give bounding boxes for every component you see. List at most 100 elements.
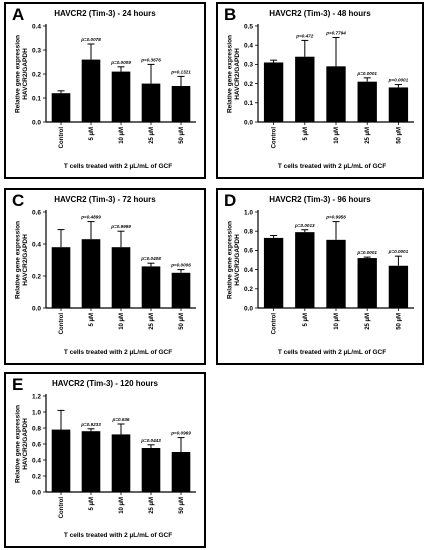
bar [263,62,284,122]
x-tick-label: 5 µM [303,127,309,140]
p-value-label: p=0.3676 [140,57,161,62]
x-axis-label: T cells treated with 2 µL/mL of GCF [63,349,173,356]
y-axis-label: Relative gene expressionHAVCR2/GAPDH [226,35,240,113]
y-tick-label: 0.0 [244,305,253,312]
bar [51,93,71,122]
bar [141,83,161,122]
x-tick-label: Control [272,313,278,335]
bar [111,434,131,492]
panel-e: E HAVCR2 (Tim-3) - 120 hours Relative ge… [4,372,206,548]
y-axis-label: Relative gene expressionHAVCR2/GAPDH [14,221,28,299]
bar [388,265,409,308]
panel-letter: C [12,191,25,210]
panel-letter: A [12,5,25,24]
y-tick-label: 0.2 [244,81,253,88]
y-tick-label: 0.0 [32,489,41,496]
p-value-label: p=0.0408 [140,256,161,261]
p-value-label: p=0.0001 [388,78,409,83]
bar [51,247,71,308]
bar-chart: Relative gene expressionHAVCR2/GAPDH 0.0 0… [226,23,414,149]
bar [357,258,377,308]
panel-title: HAVCR2 (Tim-3) - 24 hours [54,9,156,18]
x-tick-label: 5 µM [303,313,309,326]
p-value-label: p=0.9233 [80,422,101,427]
y-tick-label: 0.4 [32,457,41,464]
y-tick-label: 0.2 [32,473,41,480]
x-tick-label: 25 µM [149,313,155,330]
bar-chart: Relative gene expressionHAVCR2/GAPDH 0.0 0… [14,393,196,519]
p-value-label: p=0.0969 [170,431,191,436]
bar [326,66,346,122]
bar-chart: Relative gene expressionHAVCR2/GAPDH 0.0 0… [14,209,196,335]
x-tick-label: 25 µM [149,127,155,144]
x-tick-label: Control [59,127,65,149]
panel-letter: B [224,5,237,24]
x-tick-label: 5 µM [89,497,95,510]
y-tick-label: 1.0 [244,209,253,216]
y-tick-label: 0.3 [244,62,253,69]
y-tick-label: 0.4 [32,241,41,248]
bar [111,71,131,122]
p-value-label: p=0.0006 [170,263,191,268]
x-tick-label: 25 µM [365,313,371,330]
bar-chart: Relative gene expressionHAVCR2/GAPDH 0.0 0… [226,209,414,335]
y-axis-label: Relative gene expressionHAVCR2/GAPDH [14,35,28,113]
bar [357,81,377,122]
x-tick-label: 10 µM [334,313,340,330]
p-value-label: p=0.0443 [140,438,161,443]
x-tick-label: Control [272,127,278,149]
bar [388,87,409,122]
p-value-label: p=0.0013 [294,223,315,228]
x-tick-label: 25 µM [149,497,155,514]
y-tick-label: 0.4 [244,43,253,50]
y-tick-label: 0.6 [32,209,41,216]
bar [171,272,191,308]
y-tick-label: 0.6 [244,248,253,255]
y-tick-label: 0.3 [32,47,41,54]
y-axis-label: Relative gene expressionHAVCR2/GAPDH [14,405,28,483]
y-tick-label: 0.0 [32,305,41,312]
p-value-label: p=0.0001 [356,71,377,76]
y-tick-label: 0.4 [244,267,253,274]
bar [141,448,161,492]
x-tick-label: Control [59,497,65,519]
p-value-label: p=0.0009 [110,60,131,65]
bar [326,239,346,308]
panel-a: A HAVCR2 (Tim-3) - 24 hours Relative gen… [4,2,206,179]
x-tick-label: 50 µM [179,497,185,514]
x-tick-label: Control [59,313,65,335]
x-tick-label: 5 µM [89,313,95,326]
bar [111,247,131,308]
y-tick-label: 0.6 [32,441,41,448]
y-tick-label: 0.8 [32,425,41,432]
bar [171,452,191,492]
p-value-label: p=0.636 [112,417,130,422]
y-tick-label: 0.1 [32,95,41,102]
y-tick-label: 0.2 [244,286,253,293]
y-axis-label: Relative gene expressionHAVCR2/GAPDH [226,221,240,299]
p-value-label: p=0.9956 [325,215,346,220]
x-tick-label: 10 µM [334,127,340,144]
bar [81,59,101,122]
bar [141,266,161,308]
y-tick-label: 0.2 [32,71,41,78]
p-value-label: p=0.1321 [170,69,191,74]
panel-letter: E [12,375,24,394]
panel-b: B HAVCR2 (Tim-3) - 48 hours Relative gen… [216,2,424,179]
bar-chart: Relative gene expressionHAVCR2/GAPDH 0.0 0… [14,23,196,149]
y-tick-label: 0.5 [244,23,253,30]
bar [263,237,284,308]
bar [295,56,315,122]
p-value-label: p=0.7794 [325,31,346,36]
bar [295,232,315,308]
x-tick-label: 50 µM [396,313,402,330]
bar [81,431,101,492]
x-axis-label: T cells treated with 2 µL/mL of GCF [63,532,173,539]
y-tick-label: 0.0 [244,119,253,126]
panel-title: HAVCR2 (Tim-3) - 48 hours [269,9,371,18]
x-axis-label: T cells treated with 2 µL/mL of GCF [277,163,387,170]
y-tick-label: 0.8 [244,229,253,236]
y-tick-label: 0.4 [32,23,41,30]
x-tick-label: 50 µM [179,127,185,144]
bar [51,429,71,492]
